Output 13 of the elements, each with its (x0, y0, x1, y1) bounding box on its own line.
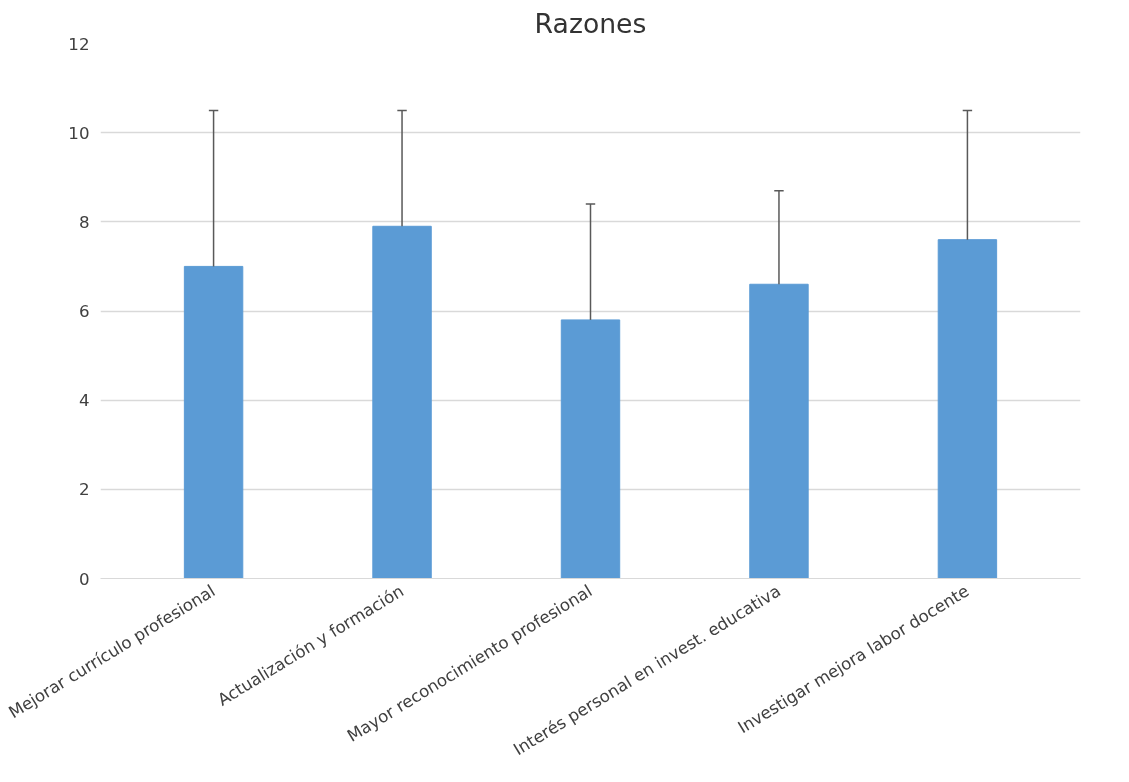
y-tick-label: 8 (78, 212, 90, 232)
y-tick-label: 4 (78, 391, 90, 411)
y-tick-label: 6 (78, 302, 90, 321)
bar (749, 283, 809, 579)
y-tick-label: 2 (78, 480, 90, 500)
chart-title: Razones (534, 7, 647, 39)
y-tick-label: 12 (68, 34, 90, 54)
bar (560, 319, 621, 579)
bar (183, 265, 244, 579)
bar (372, 225, 432, 579)
bar (937, 239, 998, 579)
y-tick-label: 10 (68, 123, 90, 143)
y-tick-label: 0 (78, 569, 90, 589)
